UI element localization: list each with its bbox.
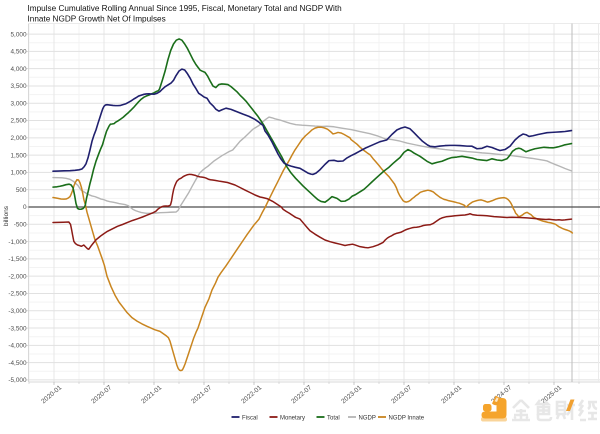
svg-text:1,500: 1,500 bbox=[11, 152, 27, 159]
svg-text:Total: Total bbox=[327, 416, 340, 422]
svg-text:4,500: 4,500 bbox=[11, 49, 27, 56]
svg-text:-2,500: -2,500 bbox=[8, 291, 27, 298]
svg-text:2,000: 2,000 bbox=[11, 135, 27, 142]
svg-text:NGDP Innate: NGDP Innate bbox=[389, 416, 425, 422]
svg-text:0: 0 bbox=[23, 204, 27, 211]
svg-text:500: 500 bbox=[16, 187, 27, 194]
svg-text:Monetary: Monetary bbox=[280, 416, 305, 422]
svg-text:-1,500: -1,500 bbox=[8, 256, 27, 263]
svg-text:-4,500: -4,500 bbox=[8, 360, 27, 367]
svg-text:Impulse Cumulative Rolling Ann: Impulse Cumulative Rolling Annual Since … bbox=[28, 4, 343, 13]
svg-text:billions: billions bbox=[3, 205, 10, 226]
svg-text:3,500: 3,500 bbox=[11, 83, 27, 90]
svg-text:-500: -500 bbox=[14, 221, 27, 228]
svg-text:-2,000: -2,000 bbox=[8, 273, 27, 280]
svg-text:Innate NGDP Growth Net Of Impu: Innate NGDP Growth Net Of Impulses bbox=[28, 14, 166, 23]
svg-text:4,000: 4,000 bbox=[11, 66, 27, 73]
svg-text:2,500: 2,500 bbox=[11, 118, 27, 125]
svg-text:-5,000: -5,000 bbox=[8, 377, 27, 384]
svg-text:-3,500: -3,500 bbox=[8, 325, 27, 332]
svg-text:1,000: 1,000 bbox=[11, 170, 27, 177]
svg-text:5,000: 5,000 bbox=[11, 31, 27, 38]
svg-text:-1,000: -1,000 bbox=[8, 239, 27, 246]
svg-text:-3,000: -3,000 bbox=[8, 308, 27, 315]
svg-text:3,000: 3,000 bbox=[11, 100, 27, 107]
svg-text:-4,000: -4,000 bbox=[8, 343, 27, 350]
svg-text:NGDP: NGDP bbox=[359, 416, 376, 422]
svg-text:Fiscal: Fiscal bbox=[242, 416, 258, 422]
